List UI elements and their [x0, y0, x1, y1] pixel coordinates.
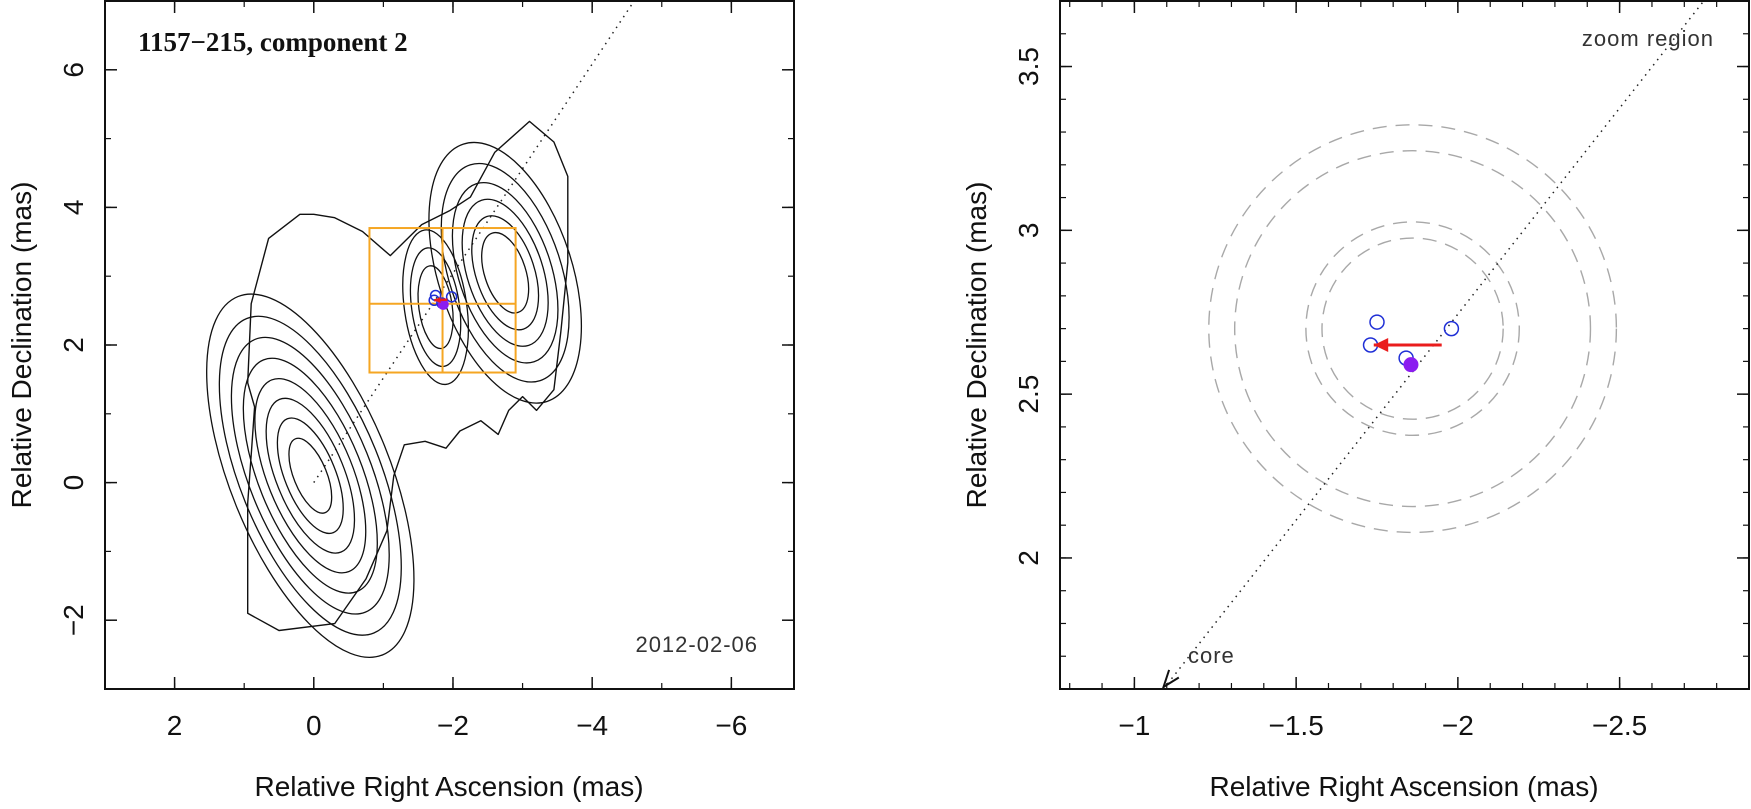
right-y-axis-label: Relative Declination (mas)	[961, 182, 992, 509]
left-y-tick-label: 6	[58, 62, 89, 78]
left-x-tick-label: 2	[167, 710, 183, 741]
left-x-tick-label: 0	[306, 710, 322, 741]
left-y-tick-label: 2	[58, 337, 89, 353]
left-contour-source-2	[481, 231, 530, 314]
right-y-tick-label: 3	[1013, 223, 1044, 239]
right-plot-frame	[1059, 0, 1750, 690]
right-y-tick-label: 3.5	[1013, 47, 1044, 86]
left-jet-axis-line	[313, 1, 636, 484]
left-contour-source-1	[218, 315, 402, 636]
left-outer-contour	[247, 120, 569, 632]
right-y-tick-label: 2.5	[1013, 375, 1044, 414]
left-motion-vector-head	[434, 296, 441, 303]
right-motion-vector-head	[1373, 338, 1389, 352]
left-contour-source-3	[417, 265, 454, 350]
right-dashed-circle	[1321, 237, 1504, 420]
right-open-point	[1443, 320, 1460, 337]
right-x-tick-label: −1	[1118, 710, 1150, 741]
left-title: 1157−215, component 2	[138, 27, 408, 57]
left-contour-source-1	[242, 357, 378, 594]
right-panel: −1 −1.5 −2 −2.5 2 2.5 3 3.5 zoom region core Re…	[961, 0, 1750, 802]
left-contour-source-2	[471, 215, 540, 331]
left-y-tick-label: 0	[58, 475, 89, 491]
left-contour-source-2	[461, 198, 549, 347]
right-y-tick-label: 2	[1013, 550, 1044, 566]
left-x-tick-label: −6	[715, 710, 747, 741]
right-dashed-circle	[1305, 221, 1520, 437]
right-dashed-circle	[1233, 150, 1592, 508]
left-contour-source-1	[206, 293, 415, 658]
left-contour-source-1	[254, 377, 367, 574]
left-y-axis-label: Relative Declination (mas)	[6, 182, 37, 509]
left-date-label: 2012-02-06	[635, 632, 758, 657]
right-x-tick-label: −2	[1442, 710, 1474, 741]
left-contour-source-2	[428, 141, 583, 404]
left-ticks: 2 0 −2 −4 −6 −2 0 2 4 6	[58, 0, 794, 741]
left-contour-source-2	[440, 162, 570, 383]
left-x-tick-label: −2	[437, 710, 469, 741]
right-core-label: core	[1188, 643, 1235, 668]
right-plot-area	[1161, 1, 1705, 689]
left-contour-source-1	[230, 336, 390, 615]
left-contour-source-1	[276, 417, 344, 535]
left-open-point	[445, 291, 458, 303]
right-jet-axis-line	[1162, 1, 1705, 689]
right-x-tick-label: −2.5	[1592, 710, 1647, 741]
right-dashed-circle	[1208, 124, 1618, 534]
left-y-tick-label: 4	[58, 200, 89, 216]
right-zoom-region-label: zoom region	[1582, 26, 1714, 51]
left-x-tick-label: −4	[576, 710, 608, 741]
right-filled-point	[1403, 357, 1419, 373]
right-ticks: −1 −1.5 −2 −2.5 2 2.5 3 3.5	[1013, 0, 1749, 741]
left-contour-source-2	[451, 181, 559, 364]
right-x-tick-label: −1.5	[1268, 710, 1323, 741]
right-open-point	[1369, 314, 1385, 330]
left-panel: 2 0 −2 −4 −6 −2 0 2 4 6 1157−215, component 2 201…	[6, 0, 795, 802]
right-core-direction-arrow	[1161, 669, 1180, 689]
left-y-tick-label: −2	[58, 604, 89, 636]
left-x-axis-label: Relative Right Ascension (mas)	[254, 771, 643, 802]
left-contour-source-1	[265, 397, 356, 554]
right-x-axis-label: Relative Right Ascension (mas)	[1209, 771, 1598, 802]
left-contour-source-1	[288, 437, 333, 514]
left-plot-area	[206, 1, 636, 658]
